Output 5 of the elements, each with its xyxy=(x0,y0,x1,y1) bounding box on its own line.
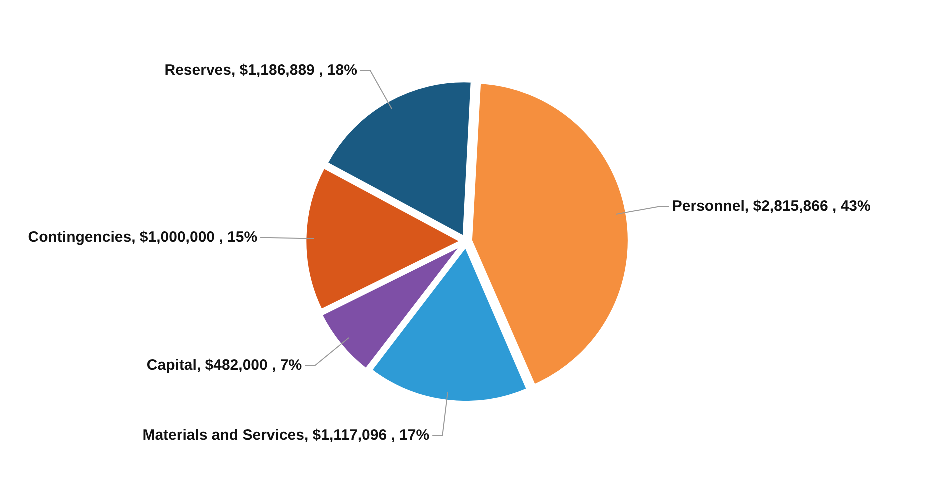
slice-label: Personnel, $2,815,866 , 43% xyxy=(672,198,871,215)
slice-label: Reserves, $1,186,889 , 18% xyxy=(164,62,358,79)
slice-label: Contingencies, $1,000,000 , 15% xyxy=(28,229,258,246)
slice-label: Capital, $482,000 , 7% xyxy=(146,357,302,374)
slice-label: Materials and Services, $1,117,096 , 17% xyxy=(142,427,430,444)
